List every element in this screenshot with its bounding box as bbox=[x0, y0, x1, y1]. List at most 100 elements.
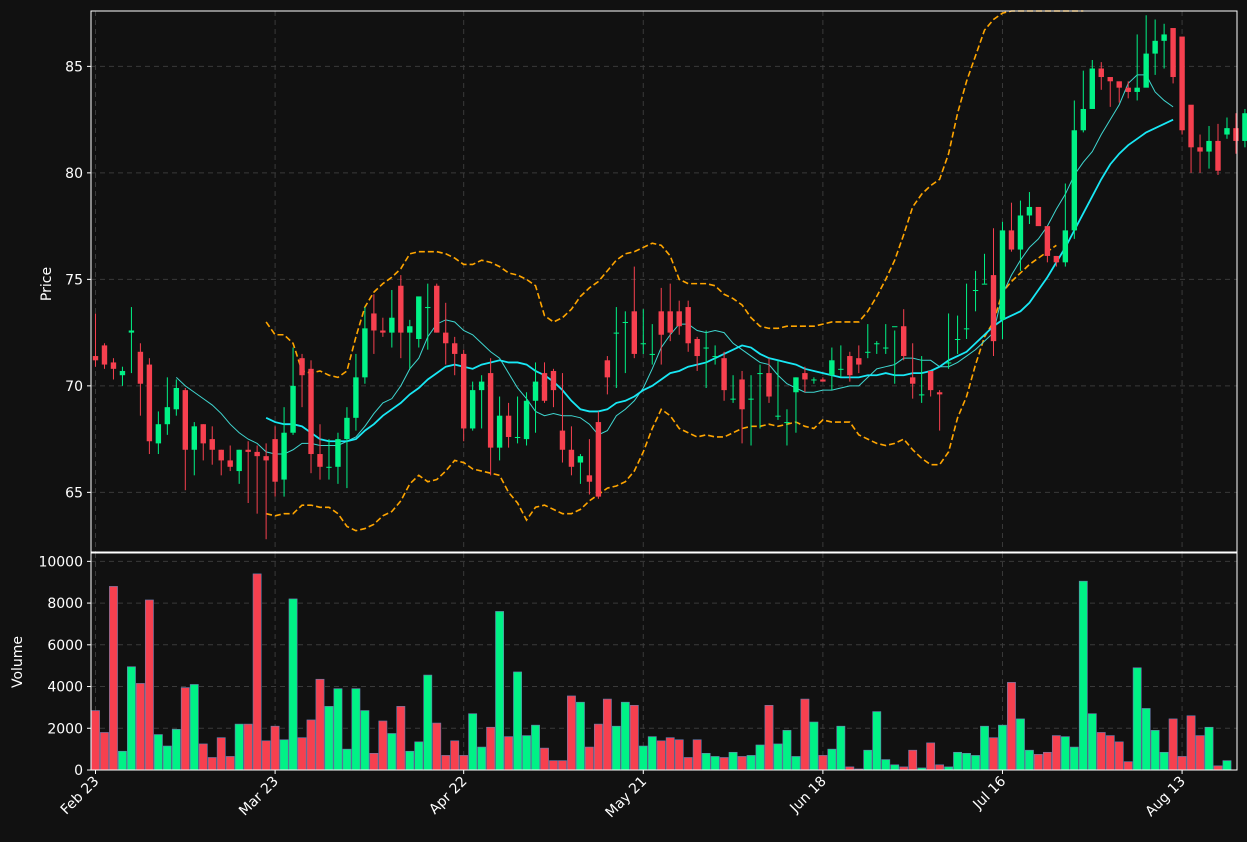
price-tick-label: 85 bbox=[65, 59, 83, 75]
volume-bar bbox=[576, 701, 585, 771]
candle-body bbox=[1071, 130, 1078, 231]
volume-bar bbox=[665, 737, 675, 771]
candle-body bbox=[1089, 68, 1095, 109]
volume-bar bbox=[872, 711, 882, 771]
candle-body bbox=[218, 449, 224, 461]
candle-body bbox=[784, 422, 790, 424]
candlesticks bbox=[92, 15, 1247, 540]
candle-body bbox=[1062, 230, 1069, 263]
candle-body bbox=[883, 347, 889, 349]
price-axis-label: Price bbox=[39, 267, 55, 301]
volume-bar bbox=[504, 736, 513, 771]
candle-body bbox=[757, 373, 763, 375]
volume-bar bbox=[863, 749, 873, 771]
candle-body bbox=[281, 432, 287, 480]
volume-bar bbox=[1195, 735, 1205, 771]
volume-tick-label: 10000 bbox=[38, 554, 83, 570]
volume-bar bbox=[647, 736, 657, 771]
volume-bar bbox=[180, 687, 190, 771]
candle-body bbox=[1107, 77, 1113, 82]
sma-long-line bbox=[265, 118, 1174, 443]
volume-bar bbox=[1078, 580, 1088, 771]
volume-bar bbox=[342, 748, 352, 771]
candle-body bbox=[622, 321, 629, 323]
volume-bar bbox=[1186, 715, 1196, 771]
candle-body bbox=[1170, 28, 1176, 78]
candle-body bbox=[460, 353, 467, 429]
candle-body bbox=[532, 381, 539, 401]
candle-body bbox=[317, 454, 323, 467]
volume-bar bbox=[459, 755, 469, 771]
moving-averages bbox=[175, 74, 1174, 455]
volume-tick-label: 0 bbox=[74, 763, 83, 779]
candle-body bbox=[1080, 108, 1086, 131]
candle-body bbox=[200, 424, 206, 444]
volume-bar bbox=[324, 706, 334, 771]
volume-bar bbox=[1025, 749, 1034, 771]
candle-body bbox=[523, 400, 530, 440]
candle-body bbox=[1143, 53, 1149, 88]
volume-bar bbox=[405, 750, 415, 771]
volume-bar bbox=[144, 599, 154, 771]
candle-body bbox=[137, 351, 144, 384]
volume-bar bbox=[558, 760, 567, 771]
candle-body bbox=[110, 362, 117, 369]
volume-bar bbox=[890, 764, 900, 771]
bollinger-upper-line bbox=[265, 10, 1084, 379]
candle-body bbox=[326, 466, 332, 468]
candle-body bbox=[505, 415, 512, 437]
volume-bar bbox=[1016, 718, 1025, 771]
volume-bar bbox=[540, 747, 549, 771]
volume-bar bbox=[198, 743, 208, 771]
volume-bar bbox=[1051, 735, 1061, 771]
candle-body bbox=[667, 311, 673, 333]
candle-body bbox=[793, 377, 799, 393]
volume-bar bbox=[728, 751, 738, 771]
volume-bar bbox=[755, 744, 765, 771]
candle-body bbox=[703, 347, 709, 349]
volume-bar bbox=[701, 753, 711, 771]
candle-body bbox=[128, 330, 135, 333]
candle-body bbox=[945, 362, 952, 364]
candle-body bbox=[892, 326, 898, 328]
candle-body bbox=[164, 407, 171, 425]
volume-bar bbox=[1087, 713, 1097, 771]
volume-bar bbox=[764, 705, 774, 771]
volume-bar bbox=[629, 705, 639, 771]
volume-bar bbox=[1096, 732, 1106, 771]
volume-bar bbox=[962, 753, 971, 771]
candle-body bbox=[469, 390, 476, 429]
volume-bar bbox=[593, 723, 603, 771]
candle-body bbox=[981, 283, 988, 285]
candle-body bbox=[802, 373, 808, 380]
candle-body bbox=[263, 456, 269, 461]
volume-tick-label: 8000 bbox=[47, 596, 83, 612]
volume-bar bbox=[683, 757, 693, 771]
candle-body bbox=[353, 377, 359, 418]
volume-bar bbox=[396, 706, 406, 771]
price-panel-frame bbox=[90, 10, 1238, 553]
volume-bar bbox=[207, 757, 217, 771]
candle-body bbox=[550, 370, 557, 391]
price-tick-label: 80 bbox=[65, 166, 83, 182]
candle-body bbox=[901, 326, 907, 357]
candle-body bbox=[398, 285, 404, 333]
candle-body bbox=[1161, 34, 1167, 41]
volume-bar bbox=[674, 739, 684, 771]
volume-bar bbox=[1168, 718, 1178, 771]
candle-body bbox=[434, 285, 440, 333]
volume-bar bbox=[387, 733, 397, 771]
candle-body bbox=[766, 373, 772, 397]
candle-body bbox=[1152, 40, 1158, 54]
volume-bar bbox=[719, 757, 729, 771]
candle-body bbox=[452, 343, 458, 354]
candle-body bbox=[236, 449, 242, 472]
candle-body bbox=[344, 417, 350, 440]
candle-body bbox=[1179, 36, 1185, 131]
volume-bar bbox=[1034, 754, 1043, 771]
volume-bar bbox=[477, 746, 487, 771]
candle-body bbox=[936, 392, 943, 395]
candle-body bbox=[146, 364, 153, 442]
volume-bar bbox=[495, 611, 504, 771]
